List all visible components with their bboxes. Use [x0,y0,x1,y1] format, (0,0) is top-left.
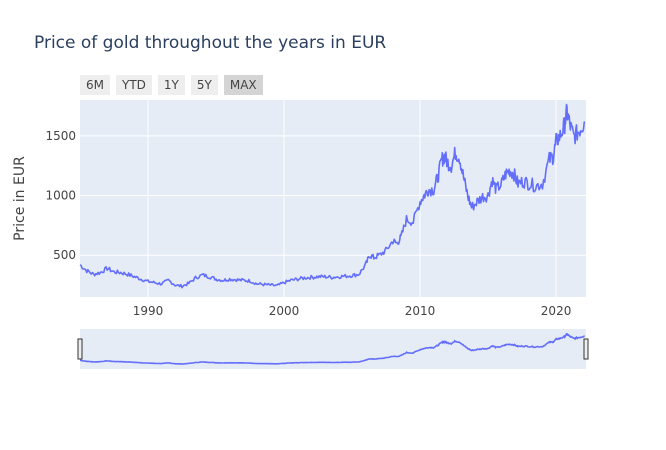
rangeslider-left-handle[interactable] [77,338,83,360]
rangeslider-right-handle[interactable] [583,338,589,360]
range-button-5y[interactable]: 5Y [190,75,218,95]
chart-title: Price of gold throughout the years in EU… [34,33,387,53]
range-button-1y[interactable]: 1Y [157,75,185,95]
range-button-6m[interactable]: 6M [80,75,110,95]
range-button-max[interactable]: MAX [223,75,263,95]
range-selector: 6M YTD 1Y 5Y MAX [80,75,263,95]
rangeslider-series-line [79,332,585,365]
range-button-ytd[interactable]: YTD [116,75,152,95]
